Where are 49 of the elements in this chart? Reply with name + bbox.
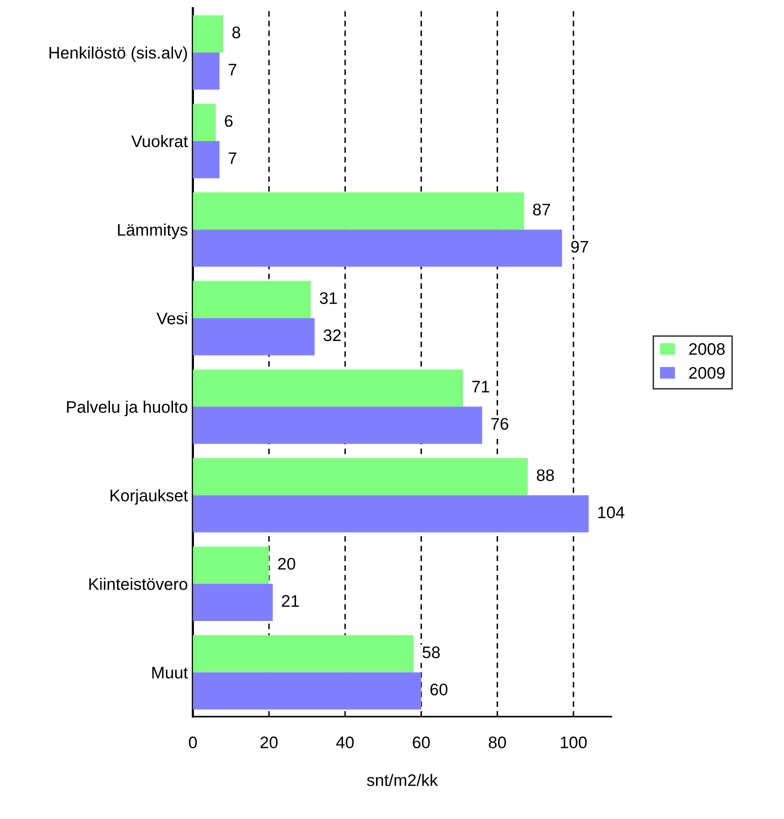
bar (192, 584, 273, 621)
data-label: 87 (533, 204, 550, 216)
data-label: 31 (320, 292, 337, 304)
x-tick-label: 0 (188, 736, 197, 748)
bar (192, 52, 220, 90)
bar (192, 406, 482, 444)
bar (192, 458, 528, 496)
x-tick-label: 100 (560, 736, 587, 748)
bar (192, 104, 216, 142)
data-label: 60 (430, 684, 448, 696)
legend-label: 2009 (689, 367, 725, 379)
data-label: 32 (324, 329, 341, 342)
bar (192, 15, 224, 52)
data-label: 71 (472, 380, 490, 392)
data-label: 7 (228, 152, 236, 164)
y-tick-label: Henkilöstö (sis.alv) (50, 46, 187, 62)
data-label: 7 (228, 64, 236, 76)
bar (192, 318, 315, 356)
y-tick-label: Palvelu ja huolto (67, 400, 188, 416)
y-tick-label: Kiinteistövero (89, 578, 188, 590)
y-tick-label: Vuokrat (131, 134, 188, 148)
x-tick-label: 80 (488, 736, 506, 748)
data-label: 88 (536, 469, 554, 482)
y-tick-label: Lämmitys (118, 224, 188, 240)
y-tick-label: Korjaukset (110, 489, 188, 505)
data-label: 21 (282, 595, 299, 607)
x-tick-label: 60 (412, 736, 430, 748)
y-tick-label: Muut (152, 666, 188, 679)
bar (192, 280, 311, 318)
data-label: 97 (571, 240, 588, 253)
bar (192, 192, 524, 230)
bar (192, 141, 220, 178)
data-label: 58 (422, 646, 440, 658)
data-label: 104 (598, 506, 624, 518)
x-axis-title: snt/m2/kk (367, 774, 438, 786)
data-label: 20 (278, 558, 296, 570)
bar (192, 369, 464, 407)
y-tick-label: Vesi (156, 312, 187, 324)
data-label: 6 (224, 115, 233, 127)
data-label: 8 (232, 26, 240, 38)
legend-label: 2008 (689, 343, 725, 355)
data-label: 76 (491, 418, 508, 430)
x-tick-label: 20 (260, 736, 278, 748)
x-tick-label: 40 (336, 736, 354, 748)
bar (192, 672, 422, 710)
bar (192, 495, 589, 532)
bar (192, 230, 562, 267)
bar (192, 546, 269, 584)
bar (192, 635, 414, 672)
